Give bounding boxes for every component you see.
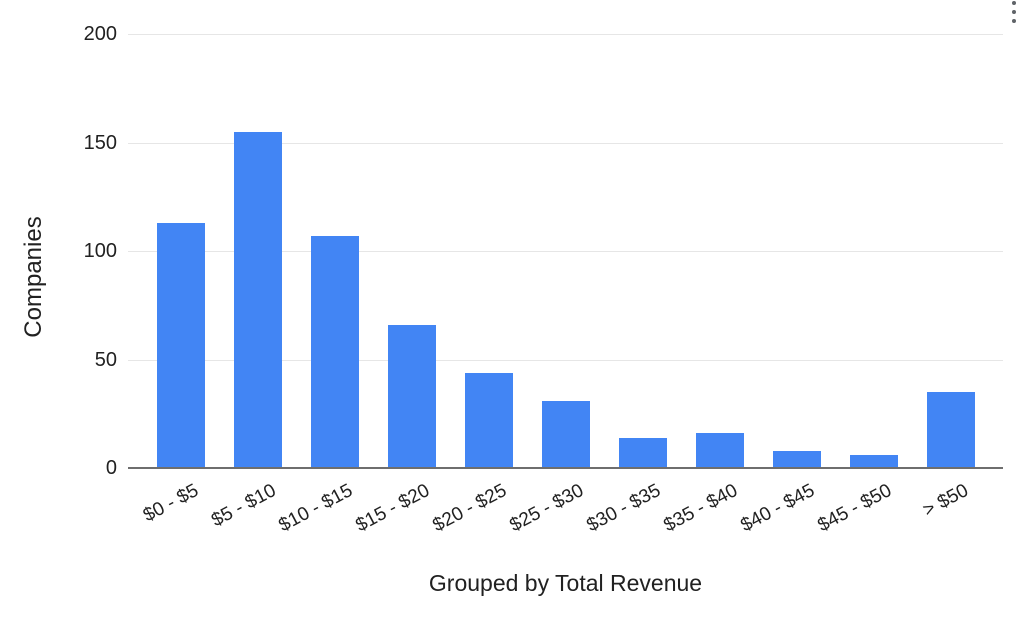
y-tick-label: 50 — [94, 348, 117, 371]
gridline — [128, 142, 1003, 144]
gridline — [128, 251, 1003, 252]
x-tick-label: $10 - $15 — [275, 480, 357, 537]
bar-slot: > $50 — [912, 34, 989, 521]
bar-slot: $45 - $50 — [815, 34, 912, 536]
bar — [849, 454, 898, 468]
x-tick-label: $25 - $30 — [506, 480, 588, 537]
bar — [233, 131, 282, 468]
bar-slot: $35 - $40 — [661, 34, 758, 536]
x-tick-label: $35 - $40 — [660, 480, 742, 537]
bars-group: $0 - $5 $5 - $10 $10 - $15 $15 - $20 $20 - $… — [128, 34, 1003, 536]
bar — [618, 437, 667, 468]
bar — [464, 372, 513, 468]
bar-slot: $0 - $5 — [140, 34, 219, 526]
y-tick-label: 200 — [83, 23, 117, 45]
bar-slot: $15 - $20 — [353, 34, 450, 536]
y-tick-label: 150 — [83, 131, 117, 154]
y-axis-title: Companies — [20, 216, 47, 338]
bar — [926, 392, 975, 468]
bar-slot: $20 - $25 — [430, 34, 527, 536]
kebab-menu-icon — [1012, 10, 1016, 14]
x-tick-label: $0 - $5 — [140, 480, 203, 527]
x-axis-title: Grouped by Total Revenue — [428, 570, 703, 596]
bar-slot: $5 - $10 — [208, 34, 296, 531]
x-tick-label: > $50 — [920, 480, 973, 522]
bar — [156, 222, 205, 468]
bar-slot: $40 - $45 — [738, 34, 835, 536]
bar-slot: $25 - $30 — [507, 34, 604, 536]
y-tick-label: 100 — [83, 240, 117, 262]
x-tick-label: $20 - $25 — [429, 480, 511, 537]
kebab-menu-icon — [1012, 1, 1016, 5]
bar — [387, 324, 436, 468]
kebab-menu-icon — [1012, 19, 1016, 23]
plot-area: $0 - $5 $5 - $10 $10 - $15 $15 - $20 $20 - $… — [84, 24, 1003, 536]
x-tick-label: $40 - $45 — [737, 480, 819, 537]
bar — [541, 400, 590, 468]
bar — [310, 235, 359, 468]
bar — [772, 450, 821, 468]
bar-slot: $30 - $35 — [584, 34, 681, 536]
chart-more-options-button[interactable] — [1006, 0, 1022, 29]
gridline — [128, 34, 1003, 35]
x-tick-label: $30 - $35 — [583, 480, 665, 537]
x-tick-label: $15 - $20 — [352, 480, 434, 537]
gridline — [128, 359, 1003, 361]
bar-slot: $10 - $15 — [276, 34, 373, 536]
x-tick-label: $5 - $10 — [207, 480, 280, 532]
x-tick-label: $45 - $50 — [814, 480, 896, 537]
y-tick-label: 0 — [105, 457, 117, 479]
bar — [695, 433, 744, 468]
x-axis-baseline — [128, 467, 1003, 469]
